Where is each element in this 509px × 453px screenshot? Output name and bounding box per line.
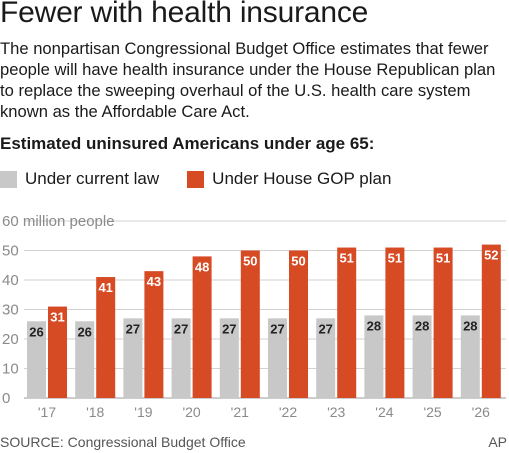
bar-current [316,318,336,398]
data-label-current: 27 [222,321,236,336]
data-label-gop: 51 [436,251,450,266]
y-tick-label: 20 [2,331,19,348]
x-tick-label: '19 [134,404,152,420]
data-label-current: 26 [77,324,91,339]
legend-swatch-gop [187,170,205,188]
bar-current [412,315,432,398]
y-tick-label: 40 [2,272,19,289]
data-label-gop: 50 [243,254,257,269]
data-label-gop: 51 [339,251,353,266]
bar-current [27,321,46,398]
data-label-current: 27 [174,321,188,336]
bar-current [123,318,143,398]
x-tick-label: '26 [472,404,490,420]
chart-title: Fewer with health insurance [0,0,369,29]
bar-current [219,318,239,398]
bar-current [268,318,287,398]
source-note: SOURCE: Congressional Budget Office [0,434,246,450]
data-label-current: 28 [415,318,429,333]
data-label-gop: 51 [388,251,402,266]
data-label-current: 27 [318,321,332,336]
bar-gop [144,271,164,398]
x-tick-label: '20 [182,404,200,420]
x-tick-label: '22 [279,404,297,420]
data-label-current: 28 [463,318,477,333]
legend-label-gop: Under House GOP plan [212,169,392,188]
x-tick-label: '23 [327,404,345,420]
bar-gop [385,247,405,398]
y-tick-label: 30 [2,302,19,319]
x-tick-label: '25 [423,404,441,420]
legend-item-current: Under current law [0,169,159,189]
legend-swatch-current [0,170,17,188]
bar-gop [481,244,501,398]
bar-chart: 0 10 20 30 40 50 60 million people 26 31 '17 26 41 '… [2,213,506,420]
data-label-gop: 50 [291,254,305,269]
y-tick-label: 50 [2,243,19,260]
data-label-gop: 43 [147,274,161,289]
bar-current [364,315,384,398]
bar-gop [48,306,67,398]
bar-current [460,315,480,398]
x-tick-label: '24 [375,404,393,420]
chart-subhead: Estimated uninsured Americans under age … [0,134,375,153]
data-label-gop: 41 [98,280,112,295]
data-label-gop: 48 [195,259,209,274]
legend: Under current law Under House GOP plan [0,168,391,190]
y-tick-label: 10 [2,361,19,378]
bar-gop [96,277,116,398]
y-tick-label: 0 [2,390,10,407]
bar-current [171,318,191,398]
bar-gop [337,247,357,398]
data-label-current: 27 [126,321,140,336]
data-label-current: 26 [29,324,43,339]
x-tick-label: '21 [231,404,249,420]
data-label-current: 28 [367,318,381,333]
bar-gop [240,250,260,398]
credit: AP [488,434,507,450]
data-label-current: 27 [270,321,284,336]
bar-gop [192,256,212,398]
data-label-gop: 31 [50,310,64,325]
data-label-gop: 52 [484,248,498,263]
chart-description: The nonpartisan Congressional Budget Off… [0,39,496,121]
bar-current [75,321,95,398]
bar-gop [289,250,308,398]
legend-item-gop: Under House GOP plan [187,169,391,189]
bar-gop [433,247,453,398]
legend-label-current: Under current law [25,169,160,188]
x-tick-label: '17 [38,404,56,420]
y-tick-label: 60 million people [2,213,115,230]
x-tick-label: '18 [86,404,104,420]
